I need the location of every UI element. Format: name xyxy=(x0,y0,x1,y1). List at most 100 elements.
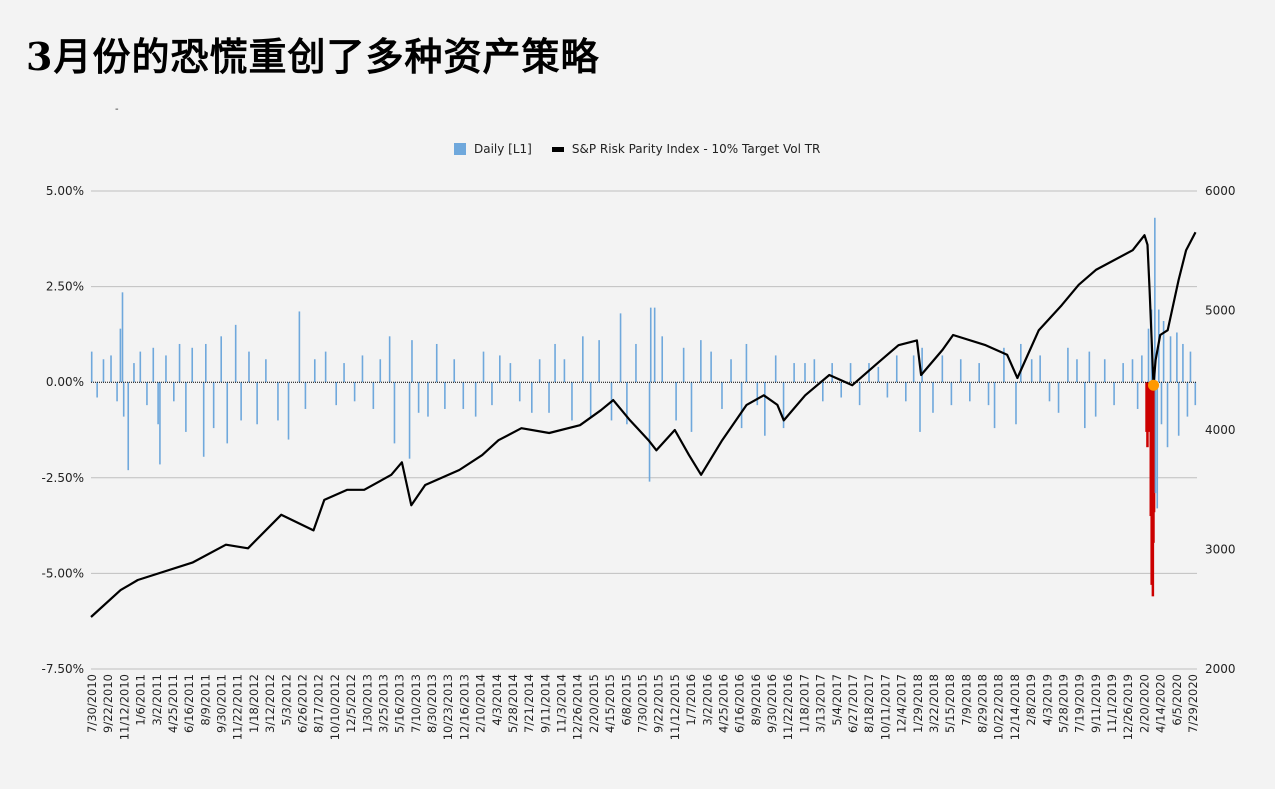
daily-return-bar xyxy=(408,382,411,459)
daily-return-bar xyxy=(139,351,142,383)
daily-return-bar xyxy=(482,351,485,383)
x-tick-label: 12/4/2017 xyxy=(895,674,909,733)
x-tick-label: 9/11/2014 xyxy=(538,674,552,733)
daily-return-bar xyxy=(1015,382,1017,425)
x-tick-label: 3/2/2011 xyxy=(150,674,164,726)
daily-return-bar xyxy=(411,340,413,383)
daily-return-bar xyxy=(1122,363,1124,383)
daily-return-bar xyxy=(745,343,748,383)
left-tick-label: 5.00% xyxy=(46,184,84,198)
daily-return-bar xyxy=(173,382,175,402)
x-tick-label: 6/16/2016 xyxy=(733,674,747,733)
daily-return-bar xyxy=(1084,382,1086,429)
x-tick-label: 10/22/2018 xyxy=(992,674,1006,740)
x-tick-label: 12/26/2019 xyxy=(1121,674,1135,740)
daily-return-bar xyxy=(265,359,267,383)
daily-return-bar xyxy=(682,347,685,383)
daily-return-bar xyxy=(1152,382,1156,513)
legend-label-index: S&P Risk Parity Index - 10% Target Vol T… xyxy=(571,142,821,156)
daily-return-bar xyxy=(240,382,242,421)
daily-return-bar xyxy=(379,359,382,383)
daily-return-bar xyxy=(127,382,130,471)
daily-return-bar xyxy=(102,359,105,383)
chart-title: 3月份的恐慌重创了多种资产策略 xyxy=(26,34,600,79)
daily-return-bar xyxy=(649,307,652,383)
x-tick-label: 8/9/2011 xyxy=(198,674,212,726)
daily-return-bar xyxy=(159,382,161,465)
daily-return-bar xyxy=(122,382,125,417)
right-tick-label: 3000 xyxy=(1205,543,1236,557)
x-tick-label: 1/18/2012 xyxy=(247,674,261,733)
left-tick-label: 0.00% xyxy=(46,375,84,389)
daily-return-bar xyxy=(1156,382,1159,509)
daily-return-bar xyxy=(435,343,438,383)
x-tick-label: 2/20/2020 xyxy=(1137,674,1151,733)
x-tick-label: 8/17/2012 xyxy=(312,674,326,733)
x-tick-label: 12/16/2013 xyxy=(457,674,471,740)
daily-return-bar xyxy=(905,382,907,402)
daily-return-bar xyxy=(756,382,759,406)
x-tick-label: 11/12/2015 xyxy=(668,674,682,740)
x-tick-label: 2/20/2015 xyxy=(587,674,601,733)
daily-return-bar xyxy=(793,363,795,383)
x-tick-label: 5/3/2012 xyxy=(279,674,293,726)
daily-return-bar xyxy=(372,382,375,409)
daily-return-bar xyxy=(1048,382,1051,402)
daily-return-bar xyxy=(921,347,923,383)
x-tick-label: 7/9/2018 xyxy=(959,674,973,726)
daily-return-bar xyxy=(453,359,456,383)
x-tick-label: 9/30/2011 xyxy=(215,674,229,733)
daily-return-bar xyxy=(1154,217,1156,383)
daily-return-bar xyxy=(932,382,934,413)
daily-return-bar xyxy=(234,324,237,383)
daily-return-bar xyxy=(721,382,723,409)
daily-return-bar xyxy=(518,382,521,402)
x-tick-label: 6/8/2015 xyxy=(619,674,633,726)
daily-return-bar xyxy=(1067,347,1069,383)
daily-return-bar xyxy=(343,363,345,383)
daily-return-bar xyxy=(256,382,258,425)
x-tick-label: 10/10/2012 xyxy=(328,674,342,740)
x-tick-label: 1/30/2013 xyxy=(360,674,374,733)
legend-swatch-daily xyxy=(454,143,466,155)
x-tick-label: 7/19/2019 xyxy=(1073,674,1087,733)
daily-return-bar xyxy=(1166,382,1169,448)
daily-return-bar xyxy=(886,382,889,398)
x-tick-label: 1/7/2016 xyxy=(684,674,698,726)
daily-return-bar xyxy=(1113,382,1115,406)
daily-return-bar xyxy=(335,382,338,406)
x-tick-label: 10/11/2017 xyxy=(878,674,892,740)
daily-return-bar xyxy=(133,363,135,383)
x-tick-label: 5/15/2018 xyxy=(943,674,957,733)
x-tick-label: 6/26/2012 xyxy=(295,674,309,733)
x-tick-label: 11/22/2011 xyxy=(231,674,245,740)
daily-return-bar xyxy=(1162,321,1165,383)
daily-return-bar xyxy=(1030,359,1033,383)
x-tick-label: 9/30/2016 xyxy=(765,674,779,733)
daily-return-bar xyxy=(563,359,566,383)
daily-return-bar xyxy=(978,363,980,383)
daily-return-bar xyxy=(635,343,637,383)
daily-return-bar xyxy=(877,366,880,383)
daily-return-bar xyxy=(202,382,205,457)
daily-return-bar xyxy=(840,382,843,398)
daily-return-bar xyxy=(353,382,356,402)
x-tick-label: 9/11/2019 xyxy=(1089,674,1103,733)
daily-return-bar xyxy=(919,382,921,432)
daily-return-bar xyxy=(598,340,600,383)
daily-return-bar xyxy=(417,382,420,413)
x-tick-label: 4/14/2020 xyxy=(1154,674,1168,733)
left-tick-label: -5.00% xyxy=(42,566,84,580)
daily-return-bar xyxy=(152,347,155,383)
daily-return-bar xyxy=(248,351,250,383)
daily-return-bar xyxy=(774,355,777,383)
daily-return-bar xyxy=(730,359,732,383)
x-tick-label: 4/3/2014 xyxy=(490,674,504,726)
x-tick-label: 11/1/2019 xyxy=(1105,674,1119,733)
daily-return-bar xyxy=(178,343,181,383)
daily-return-bar xyxy=(1177,382,1180,436)
daily-return-bar xyxy=(740,382,743,429)
daily-return-bar xyxy=(220,336,223,383)
daily-return-bar xyxy=(157,382,159,425)
daily-return-bar xyxy=(1057,382,1060,413)
